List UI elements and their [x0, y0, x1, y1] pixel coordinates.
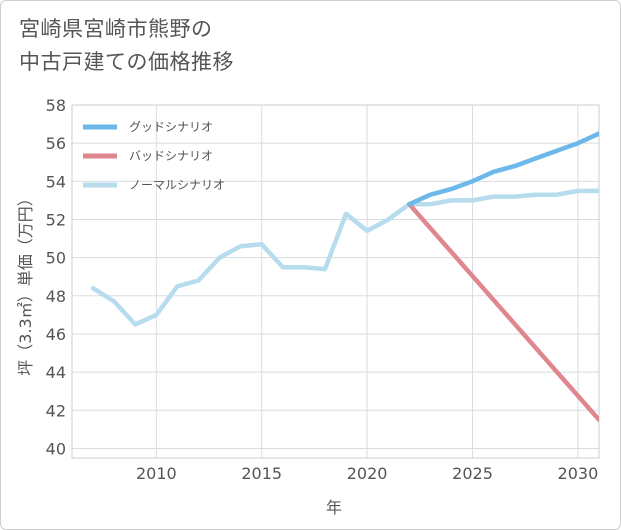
series-line-1 [407, 131, 599, 207]
y-tick-label: 48 [46, 287, 66, 306]
grid [72, 104, 599, 458]
series-line-2 [407, 201, 599, 423]
y-tick-label: 54 [46, 172, 66, 191]
y-axis-title: 坪（3.3㎡）単価（万円） [16, 190, 35, 375]
x-tick-label: 2020 [347, 464, 388, 483]
x-tick-label: 2025 [452, 464, 493, 483]
y-tick-label: 46 [46, 325, 66, 344]
legend-label: グッドシナリオ [129, 120, 213, 134]
chart-title-line-2: 中古戸建ての価格推移 [19, 50, 234, 74]
y-tick-label: 58 [46, 96, 66, 115]
y-tick-label: 44 [46, 363, 66, 382]
legend-label: ノーマルシナリオ [129, 178, 225, 192]
axis-ticks: 40 42 44 46 48 50 52 54 56 58 2010 2015 2020 2025 2030 [46, 96, 599, 483]
chart-title-line-1: 宮崎県宮崎市熊野の [19, 17, 213, 41]
y-tick-label: 52 [46, 210, 66, 229]
y-tick-label: 42 [46, 401, 66, 420]
y-tick-label: 56 [46, 134, 66, 153]
plot-area [71, 104, 600, 459]
x-tick-label: 2030 [558, 464, 599, 483]
series-line-3 [90, 188, 599, 327]
x-tick-label: 2010 [136, 464, 177, 483]
y-tick-label: 40 [46, 439, 66, 458]
x-tick-label: 2015 [241, 464, 282, 483]
y-tick-label: 50 [46, 249, 66, 268]
x-axis-title: 年 [326, 498, 342, 517]
chart-title: 宮崎県宮崎市熊野の 中古戸建ての価格推移 [19, 13, 234, 79]
legend-label: バッドシナリオ [129, 149, 213, 163]
series [90, 131, 599, 423]
